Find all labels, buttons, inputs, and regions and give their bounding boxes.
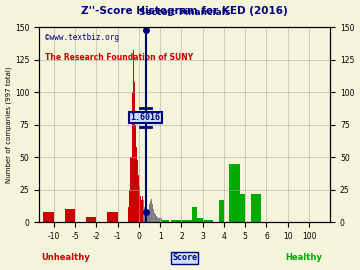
Bar xyxy=(148,212,149,222)
Bar xyxy=(240,194,245,222)
Bar xyxy=(176,220,181,222)
Text: Score: Score xyxy=(172,253,197,262)
Bar xyxy=(147,209,148,222)
Bar xyxy=(64,209,75,222)
Text: The Research Foundation of SUNY: The Research Foundation of SUNY xyxy=(45,53,193,62)
Bar xyxy=(107,212,118,222)
Bar xyxy=(138,176,139,222)
Bar xyxy=(152,204,153,222)
Bar xyxy=(156,216,157,222)
Bar xyxy=(143,200,144,222)
Title: Z''-Score Histogram for KED (2016): Z''-Score Histogram for KED (2016) xyxy=(81,6,288,16)
Text: 1.6016: 1.6016 xyxy=(131,113,161,122)
Bar xyxy=(171,220,176,222)
Bar xyxy=(134,82,135,222)
Bar xyxy=(141,200,142,222)
Bar xyxy=(181,220,187,222)
Bar xyxy=(86,217,96,222)
Bar xyxy=(135,125,136,222)
Bar xyxy=(165,220,169,222)
Bar xyxy=(129,190,130,222)
Bar xyxy=(197,218,203,222)
Bar xyxy=(219,200,224,222)
Bar xyxy=(145,212,147,222)
Bar xyxy=(150,199,152,222)
Bar xyxy=(229,164,240,222)
Bar xyxy=(160,218,162,222)
Bar xyxy=(128,207,129,222)
Bar xyxy=(153,209,154,222)
Bar xyxy=(155,214,156,222)
Bar xyxy=(130,157,131,222)
Y-axis label: Number of companies (997 total): Number of companies (997 total) xyxy=(5,66,12,183)
Bar xyxy=(159,218,160,222)
Bar xyxy=(208,220,213,222)
Bar xyxy=(157,217,158,222)
Bar xyxy=(251,194,261,222)
Bar xyxy=(149,201,150,222)
Bar xyxy=(154,213,155,222)
Bar xyxy=(187,220,192,222)
Bar xyxy=(144,207,145,222)
Bar xyxy=(43,212,54,222)
Text: Healthy: Healthy xyxy=(285,253,323,262)
Bar xyxy=(158,218,159,222)
Bar xyxy=(131,92,132,222)
Bar xyxy=(137,160,138,222)
Bar xyxy=(140,196,141,222)
Bar xyxy=(162,220,165,222)
Bar xyxy=(132,49,134,222)
Text: ©www.textbiz.org: ©www.textbiz.org xyxy=(45,33,119,42)
Text: Sector: Financials: Sector: Financials xyxy=(139,8,230,17)
Text: Unhealthy: Unhealthy xyxy=(41,253,90,262)
Bar xyxy=(139,186,140,222)
Bar xyxy=(203,220,208,222)
Bar xyxy=(142,196,143,222)
Bar xyxy=(192,207,197,222)
Bar xyxy=(136,147,137,222)
